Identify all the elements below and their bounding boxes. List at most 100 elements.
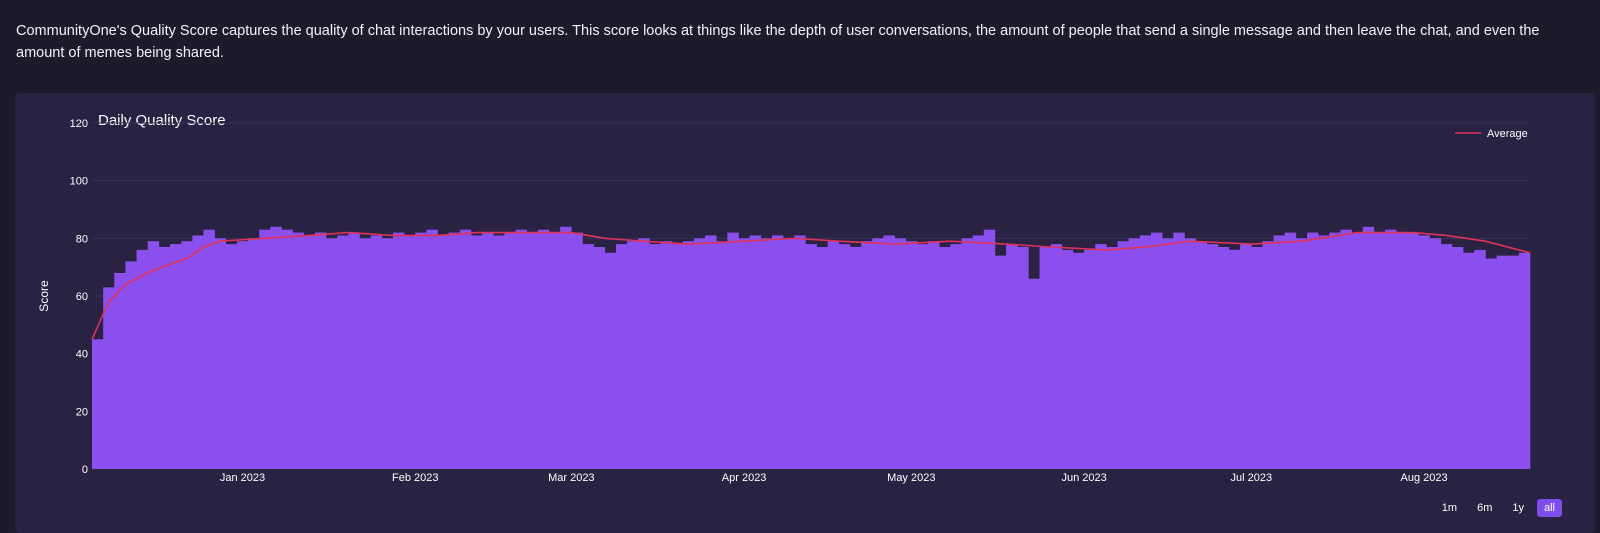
score-bar (537, 229, 550, 469)
score-bar (838, 244, 851, 469)
score-bar (1440, 244, 1453, 469)
score-bar (1061, 249, 1074, 469)
range-6m-button[interactable]: 6m (1470, 499, 1499, 517)
score-bar (404, 235, 416, 469)
score-bar (158, 246, 171, 469)
score-bar (771, 235, 784, 469)
score-bar (1017, 246, 1029, 469)
score-bar (1184, 238, 1196, 469)
score-bar (916, 244, 929, 469)
score-bar (660, 241, 672, 469)
score-bar (861, 241, 873, 469)
score-bar (1028, 278, 1040, 469)
y-tick-label: 120 (70, 118, 88, 130)
score-bar (627, 241, 639, 469)
average-line (91, 231, 1531, 340)
x-tick-label: Jul 2023 (1231, 472, 1273, 484)
score-bar (1463, 252, 1475, 469)
score-bar (1173, 232, 1185, 469)
range-all-button[interactable]: all (1536, 499, 1562, 517)
score-bar (1373, 232, 1386, 469)
score-bar (1307, 232, 1319, 469)
score-bar (604, 252, 617, 469)
score-bar (693, 238, 706, 469)
y-tick-label: 20 (76, 406, 88, 418)
score-bar (1329, 232, 1341, 469)
score-bar (504, 232, 516, 469)
score-bar (125, 261, 137, 469)
score-bar (103, 287, 115, 469)
range-1m-button[interactable]: 1m (1435, 499, 1464, 517)
score-bar (1006, 244, 1018, 469)
score-bar (303, 235, 316, 469)
score-bar (1162, 238, 1174, 469)
score-bar (281, 229, 293, 469)
score-bar (1084, 249, 1096, 469)
score-bar (415, 232, 427, 469)
chart-card: Daily Quality Score Score 0 20 40 60 80 100 12… (15, 93, 1595, 533)
score-bar (1507, 255, 1520, 469)
score-bar (326, 238, 338, 469)
score-bar (147, 241, 160, 469)
score-bar (448, 232, 461, 469)
quality-score-description: CommunityOne's Quality Score captures th… (16, 23, 1540, 61)
score-bar (972, 235, 985, 469)
average-line-series (91, 231, 1531, 340)
range-selector: 1m 6m 1y all (1435, 499, 1562, 517)
score-bar (1050, 244, 1063, 469)
score-bar (1340, 229, 1352, 469)
score-bar (1262, 241, 1274, 469)
score-bar (1195, 241, 1208, 469)
legend-average-label: Average (1487, 128, 1528, 140)
score-bar (392, 232, 405, 469)
score-bar (314, 232, 327, 469)
score-bar (1496, 255, 1509, 469)
score-bar (961, 238, 973, 469)
score-bar (827, 241, 840, 469)
score-bar (549, 232, 561, 469)
x-tick-label: Jun 2023 (1061, 472, 1106, 484)
score-bar (1362, 226, 1375, 469)
score-bar (1139, 235, 1152, 469)
score-bar (560, 226, 572, 469)
score-bar (682, 241, 695, 469)
range-1y-button[interactable]: 1y (1505, 499, 1531, 517)
y-tick-label: 0 (82, 464, 88, 476)
score-bar (248, 238, 260, 469)
score-bar (1485, 258, 1497, 469)
score-bar (1072, 252, 1085, 469)
score-bar (872, 238, 884, 469)
quality-score-chart: Daily Quality Score Score 0 20 40 60 80 100 12… (37, 112, 1531, 484)
score-bar (816, 246, 829, 469)
score-bar (1106, 246, 1118, 469)
score-bar (1240, 244, 1252, 469)
score-bar (236, 241, 249, 469)
score-bar (92, 339, 104, 469)
x-axis-ticks: Jan 2023 Feb 2023 Mar 2023 Apr 2023 May 2023… (220, 472, 1448, 484)
y-axis-label: Score (37, 280, 51, 312)
score-bar (459, 229, 472, 469)
y-axis-ticks: 0 20 40 60 80 100 120 (70, 118, 88, 476)
score-bar (794, 235, 806, 469)
score-bar (1474, 249, 1486, 469)
score-bar (928, 241, 940, 469)
chart-title: Daily Quality Score (98, 112, 226, 129)
score-bar (593, 246, 606, 469)
x-tick-label: Jan 2023 (220, 472, 265, 484)
score-bar (181, 241, 193, 469)
legend[interactable]: Average (1455, 128, 1528, 140)
score-bar (437, 235, 450, 469)
score-bar (894, 238, 907, 469)
score-bar (526, 232, 539, 469)
score-bar (883, 235, 895, 469)
score-bar (1251, 246, 1263, 469)
score-bar (214, 238, 227, 469)
score-bar (426, 229, 438, 469)
score-bar (1396, 232, 1408, 469)
score-bar (114, 272, 126, 469)
score-bar (638, 238, 650, 469)
score-bar (1217, 246, 1230, 469)
score-bar (671, 244, 684, 469)
score-bar (994, 255, 1007, 469)
y-tick-label: 80 (76, 233, 88, 245)
